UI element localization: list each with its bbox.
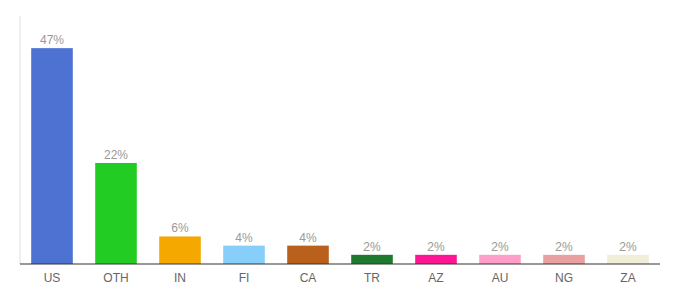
chart-container: 47% 22% 6% 4% 4% 2% 2% 2% 2% 2% US OTH IN FI CA TR AZ AU N… xyxy=(0,0,680,300)
data-label: 47% xyxy=(40,33,64,47)
data-label: 2% xyxy=(555,240,573,254)
bar xyxy=(351,255,393,264)
bars xyxy=(31,48,649,264)
bar xyxy=(223,246,265,264)
bar xyxy=(95,163,137,264)
bar xyxy=(479,255,521,264)
data-label: 6% xyxy=(171,221,189,235)
data-label: 4% xyxy=(299,231,317,245)
x-tick-label: FI xyxy=(239,271,250,285)
data-label: 2% xyxy=(491,240,509,254)
data-label: 22% xyxy=(104,148,128,162)
x-tick-label: ZA xyxy=(620,271,635,285)
data-label: 4% xyxy=(235,231,253,245)
x-axis-line xyxy=(20,263,660,264)
x-tick-label: CA xyxy=(300,271,317,285)
x-tick-label: US xyxy=(44,271,61,285)
bar xyxy=(415,255,457,264)
data-label: 2% xyxy=(363,240,381,254)
x-tick-label: IN xyxy=(174,271,186,285)
x-tick-label: NG xyxy=(555,271,573,285)
bar xyxy=(159,236,201,264)
x-tick-label: OTH xyxy=(103,271,128,285)
bar xyxy=(607,255,649,264)
y-axis-line xyxy=(20,16,21,264)
x-tick-label: AU xyxy=(492,271,509,285)
bar xyxy=(543,255,585,264)
bar xyxy=(31,48,73,264)
data-label: 2% xyxy=(427,240,445,254)
chart-svg: 47% 22% 6% 4% 4% 2% 2% 2% 2% 2% US OTH IN FI CA TR AZ AU N… xyxy=(0,0,680,300)
x-tick-label: TR xyxy=(364,271,380,285)
x-tick-label: AZ xyxy=(428,271,443,285)
bar xyxy=(287,246,329,264)
data-label: 2% xyxy=(619,240,637,254)
